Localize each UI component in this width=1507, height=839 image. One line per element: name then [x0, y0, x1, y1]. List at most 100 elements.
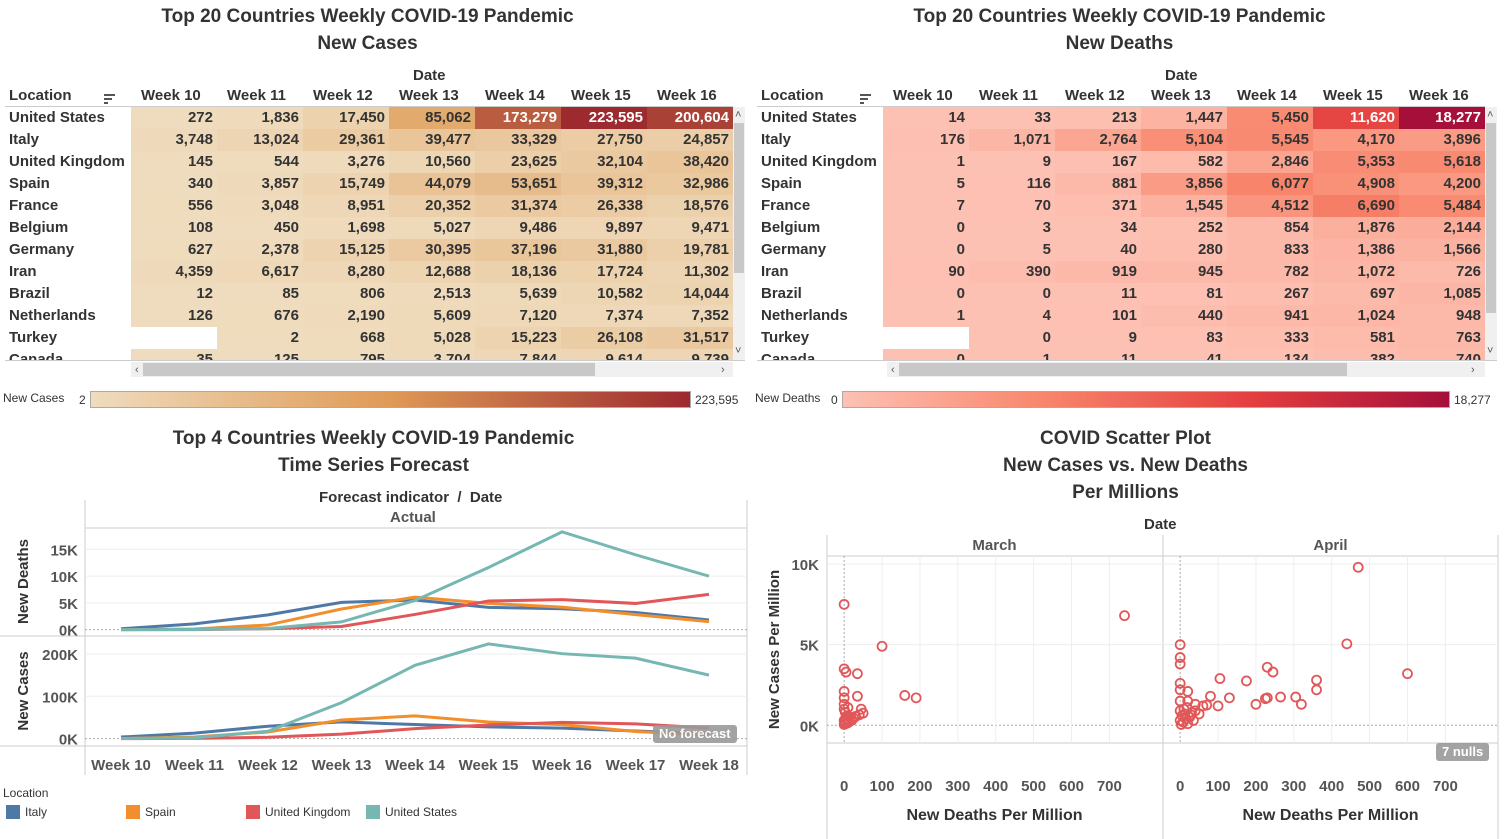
value-cell[interactable]: 39,477: [389, 129, 475, 151]
value-cell[interactable]: 125: [217, 349, 303, 360]
value-cell[interactable]: 581: [1313, 327, 1399, 349]
location-cell[interactable]: United Kingdom: [757, 151, 883, 173]
value-cell[interactable]: 27,750: [561, 129, 647, 151]
value-cell[interactable]: 29,361: [303, 129, 389, 151]
value-cell[interactable]: 2,764: [1055, 129, 1141, 151]
value-cell[interactable]: 6,617: [217, 261, 303, 283]
value-cell[interactable]: 30,395: [389, 239, 475, 261]
value-cell[interactable]: 126: [131, 305, 217, 327]
value-cell[interactable]: 450: [217, 217, 303, 239]
value-cell[interactable]: 4,512: [1227, 195, 1313, 217]
legend-swatch[interactable]: [126, 805, 140, 819]
value-cell[interactable]: 627: [131, 239, 217, 261]
value-cell[interactable]: 1,072: [1313, 261, 1399, 283]
value-cell[interactable]: 668: [303, 327, 389, 349]
value-cell[interactable]: 941: [1227, 305, 1313, 327]
value-cell[interactable]: 17,450: [303, 107, 389, 129]
legend-swatch[interactable]: [6, 805, 20, 819]
value-cell[interactable]: 38,420: [647, 151, 733, 173]
value-cell[interactable]: 5,618: [1399, 151, 1485, 173]
value-cell[interactable]: 200,604: [647, 107, 733, 129]
week-header[interactable]: Week 11: [227, 87, 286, 104]
value-cell[interactable]: 5: [969, 239, 1055, 261]
scroll-thumb[interactable]: [899, 363, 1347, 376]
location-cell[interactable]: Canada: [5, 349, 131, 360]
value-cell[interactable]: 70: [969, 195, 1055, 217]
value-cell[interactable]: 1,545: [1141, 195, 1227, 217]
value-cell[interactable]: 7: [883, 195, 969, 217]
value-cell[interactable]: 881: [1055, 173, 1141, 195]
value-cell[interactable]: 1,447: [1141, 107, 1227, 129]
value-cell[interactable]: 3,856: [1141, 173, 1227, 195]
value-cell[interactable]: 833: [1227, 239, 1313, 261]
location-cell[interactable]: Netherlands: [757, 305, 883, 327]
value-cell[interactable]: 740: [1399, 349, 1485, 360]
value-cell[interactable]: 85,062: [389, 107, 475, 129]
nulls-badge[interactable]: 7 nulls: [1436, 743, 1490, 761]
value-cell[interactable]: 3,704: [389, 349, 475, 360]
value-cell[interactable]: 1,566: [1399, 239, 1485, 261]
value-cell[interactable]: 85: [217, 283, 303, 305]
value-cell[interactable]: 40: [1055, 239, 1141, 261]
location-cell[interactable]: France: [757, 195, 883, 217]
value-cell[interactable]: 2,190: [303, 305, 389, 327]
scroll-thumb[interactable]: [143, 363, 595, 376]
week-header[interactable]: Week 13: [399, 87, 459, 104]
value-cell[interactable]: 333: [1227, 327, 1313, 349]
value-cell[interactable]: 14: [883, 107, 969, 129]
vertical-scrollbar[interactable]: ˄ ˅: [733, 107, 745, 360]
value-cell[interactable]: 340: [131, 173, 217, 195]
value-cell[interactable]: 4,908: [1313, 173, 1399, 195]
value-cell[interactable]: 2,513: [389, 283, 475, 305]
value-cell[interactable]: 280: [1141, 239, 1227, 261]
location-cell[interactable]: Iran: [5, 261, 131, 283]
legend-entry[interactable]: United States: [385, 805, 458, 819]
value-cell[interactable]: 108: [131, 217, 217, 239]
value-cell[interactable]: 5,028: [389, 327, 475, 349]
value-cell[interactable]: 948: [1399, 305, 1485, 327]
value-cell[interactable]: 53,651: [475, 173, 561, 195]
week-header[interactable]: Week 15: [571, 87, 631, 104]
value-cell[interactable]: 1: [883, 151, 969, 173]
value-cell[interactable]: 9,471: [647, 217, 733, 239]
value-cell[interactable]: 134: [1227, 349, 1313, 360]
scroll-left-icon[interactable]: ‹: [135, 364, 139, 376]
week-header[interactable]: Week 16: [657, 87, 717, 104]
value-cell[interactable]: 0: [883, 283, 969, 305]
value-cell[interactable]: 9,739: [647, 349, 733, 360]
value-cell[interactable]: 5,027: [389, 217, 475, 239]
scroll-right-icon[interactable]: ›: [721, 364, 725, 376]
value-cell[interactable]: 0: [883, 217, 969, 239]
horizontal-scrollbar[interactable]: ‹ ›: [887, 362, 1485, 377]
scroll-down-icon[interactable]: ˅: [735, 345, 742, 357]
value-cell[interactable]: 1,698: [303, 217, 389, 239]
value-cell[interactable]: 5,353: [1313, 151, 1399, 173]
value-cell[interactable]: 39,312: [561, 173, 647, 195]
value-cell[interactable]: 0: [883, 239, 969, 261]
value-cell[interactable]: 5,484: [1399, 195, 1485, 217]
value-cell[interactable]: 544: [217, 151, 303, 173]
value-cell[interactable]: 440: [1141, 305, 1227, 327]
location-cell[interactable]: Canada: [757, 349, 883, 360]
vertical-scrollbar[interactable]: ˄ ˅: [1485, 107, 1497, 360]
value-cell[interactable]: 1: [883, 305, 969, 327]
value-cell[interactable]: 2,846: [1227, 151, 1313, 173]
value-cell[interactable]: 8,280: [303, 261, 389, 283]
value-cell[interactable]: 919: [1055, 261, 1141, 283]
location-cell[interactable]: Turkey: [5, 327, 131, 349]
value-cell[interactable]: 34: [1055, 217, 1141, 239]
value-cell[interactable]: 12: [131, 283, 217, 305]
value-cell[interactable]: 0: [883, 349, 969, 360]
value-cell[interactable]: [883, 327, 969, 349]
value-cell[interactable]: 806: [303, 283, 389, 305]
value-cell[interactable]: 9,614: [561, 349, 647, 360]
value-cell[interactable]: 116: [969, 173, 1055, 195]
value-cell[interactable]: 32,986: [647, 173, 733, 195]
value-cell[interactable]: 33,329: [475, 129, 561, 151]
value-cell[interactable]: 31,880: [561, 239, 647, 261]
value-cell[interactable]: 390: [969, 261, 1055, 283]
location-cell[interactable]: United States: [5, 107, 131, 129]
horizontal-scrollbar[interactable]: ‹ ›: [131, 362, 733, 377]
value-cell[interactable]: 18,576: [647, 195, 733, 217]
scroll-up-icon[interactable]: ˄: [735, 109, 742, 121]
